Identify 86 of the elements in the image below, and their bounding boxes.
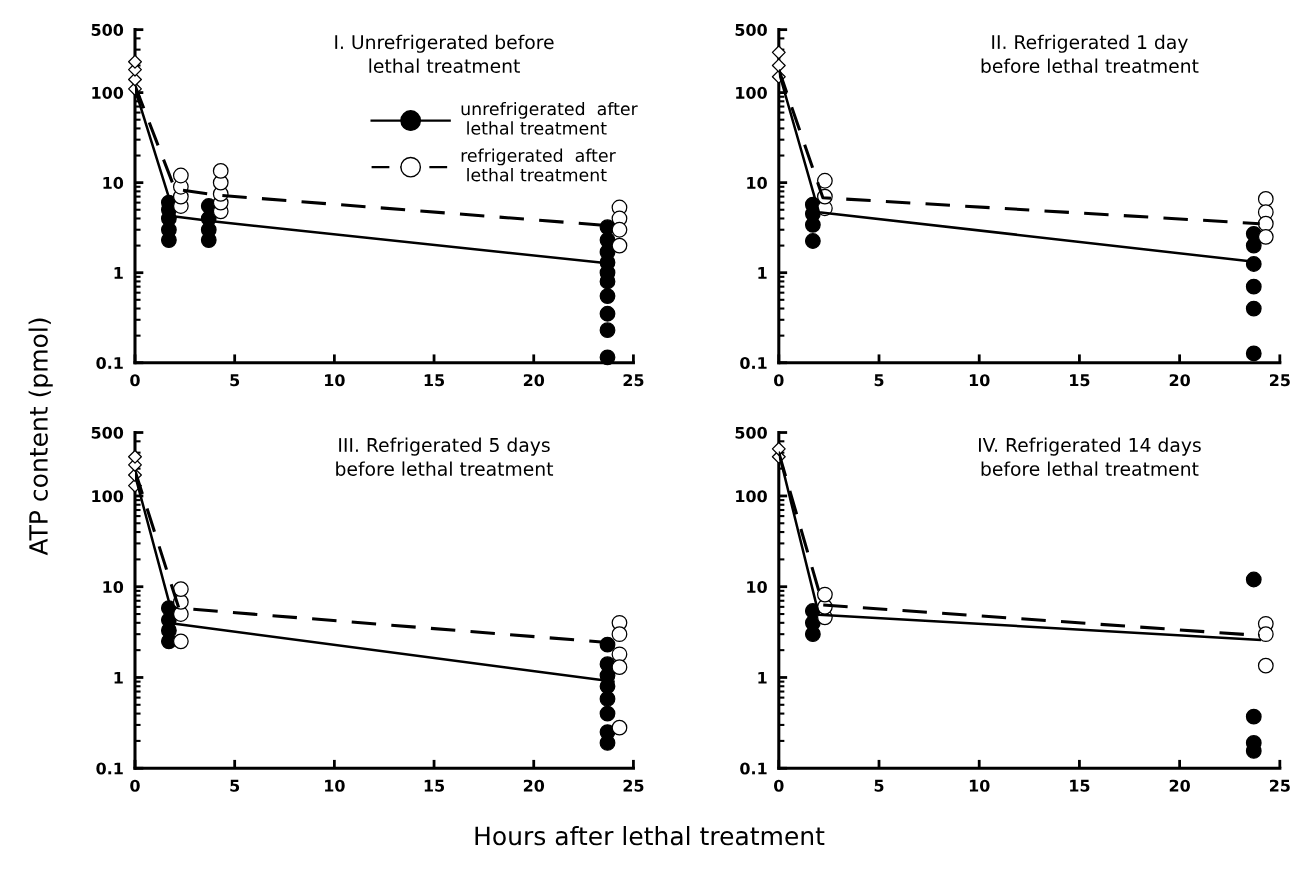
point bbox=[599, 705, 616, 722]
y-tick-label: 1 bbox=[114, 267, 123, 279]
x-axis-title: Hours after lethal treatment bbox=[475, 826, 825, 846]
x-tick-label: 20 bbox=[523, 374, 545, 387]
point bbox=[611, 626, 628, 643]
x-tick-label: 25 bbox=[623, 374, 644, 387]
point bbox=[599, 349, 616, 366]
point bbox=[1257, 228, 1274, 245]
x-tick-label: 15 bbox=[424, 374, 445, 387]
y-tick-label: 1 bbox=[758, 671, 767, 684]
point bbox=[128, 449, 142, 464]
x-tick-label: 5 bbox=[230, 374, 240, 387]
point bbox=[212, 162, 229, 179]
point bbox=[599, 288, 616, 304]
y-tick-label: 500 bbox=[91, 23, 124, 36]
y-tick-label: 500 bbox=[735, 23, 767, 36]
point bbox=[172, 167, 189, 184]
y-tick-label: 10 bbox=[103, 176, 124, 189]
y-tick-label: 0.1 bbox=[96, 762, 123, 775]
point bbox=[599, 735, 616, 751]
point bbox=[1245, 345, 1262, 362]
y-tick-label: 100 bbox=[736, 490, 767, 503]
point bbox=[816, 172, 833, 189]
y-tick-label: 100 bbox=[92, 490, 124, 503]
legend-label: refrigerated after lethal treatment bbox=[461, 148, 616, 182]
point bbox=[172, 581, 189, 598]
point bbox=[1245, 300, 1262, 317]
x-tick-label: 25 bbox=[623, 779, 644, 792]
point bbox=[816, 586, 833, 603]
point bbox=[599, 691, 616, 707]
text: I. Unrefrigerated before lethal treatment bbox=[335, 34, 554, 73]
point bbox=[1245, 278, 1262, 295]
point bbox=[128, 54, 142, 69]
point bbox=[771, 441, 786, 456]
y-tick-label: 1 bbox=[114, 671, 123, 684]
x-tick-label: 15 bbox=[1070, 374, 1090, 387]
point bbox=[611, 659, 628, 676]
text: III. Refrigerated 5 days before lethal treatment bbox=[336, 437, 554, 476]
x-tick-label: 5 bbox=[874, 374, 884, 387]
x-tick-label: 20 bbox=[1169, 374, 1190, 387]
x-tick-label: 0 bbox=[774, 374, 784, 387]
point bbox=[599, 322, 616, 339]
legend-label: unrefrigerated after lethal treatment bbox=[461, 101, 638, 135]
point bbox=[172, 633, 189, 650]
y-tick-label: 0.1 bbox=[740, 762, 767, 775]
y-tick-label: 10 bbox=[103, 580, 124, 594]
y-tick-label: 0.1 bbox=[96, 356, 123, 370]
x-tick-label: 25 bbox=[1269, 374, 1290, 387]
x-tick-label: 20 bbox=[1169, 779, 1190, 792]
y-tick-label: 10 bbox=[747, 580, 767, 594]
y-tick-label: 100 bbox=[736, 86, 767, 99]
x-tick-label: 20 bbox=[523, 779, 545, 792]
y-tick-label: 0.1 bbox=[740, 356, 767, 370]
x-tick-label: 10 bbox=[325, 779, 345, 792]
point bbox=[1257, 190, 1274, 207]
point bbox=[1245, 237, 1262, 254]
point bbox=[1257, 626, 1274, 643]
y-tick-label: 100 bbox=[92, 86, 124, 99]
point bbox=[1257, 657, 1274, 674]
point bbox=[611, 719, 628, 736]
point bbox=[599, 305, 616, 322]
point bbox=[611, 237, 628, 254]
point bbox=[771, 58, 786, 73]
text: IV. Refrigerated 14 days before lethal treatment bbox=[978, 437, 1201, 476]
point bbox=[611, 221, 628, 238]
x-tick-label: 15 bbox=[1070, 779, 1090, 792]
x-tick-label: 10 bbox=[325, 374, 345, 387]
x-tick-label: 25 bbox=[1269, 779, 1290, 792]
x-tick-label: 5 bbox=[874, 779, 884, 792]
x-tick-label: 10 bbox=[969, 779, 990, 792]
y-tick-label: 500 bbox=[91, 426, 124, 439]
x-tick-label: 15 bbox=[424, 779, 445, 792]
point bbox=[771, 45, 786, 60]
y-tick-label: 500 bbox=[735, 426, 767, 439]
x-tick-label: 0 bbox=[130, 779, 140, 792]
point bbox=[804, 233, 821, 249]
y-tick-label: 1 bbox=[758, 267, 767, 279]
y-axis-title: ATP content (pmol) bbox=[28, 318, 53, 556]
x-tick-label: 5 bbox=[230, 779, 240, 792]
point bbox=[1245, 571, 1262, 588]
x-tick-label: 10 bbox=[969, 374, 990, 387]
text: II. Refrigerated 1 day before lethal treatment bbox=[981, 34, 1199, 73]
y-tick-label: 10 bbox=[747, 176, 767, 189]
point bbox=[1245, 708, 1262, 725]
x-tick-label: 0 bbox=[774, 779, 784, 792]
x-tick-label: 0 bbox=[130, 374, 140, 387]
